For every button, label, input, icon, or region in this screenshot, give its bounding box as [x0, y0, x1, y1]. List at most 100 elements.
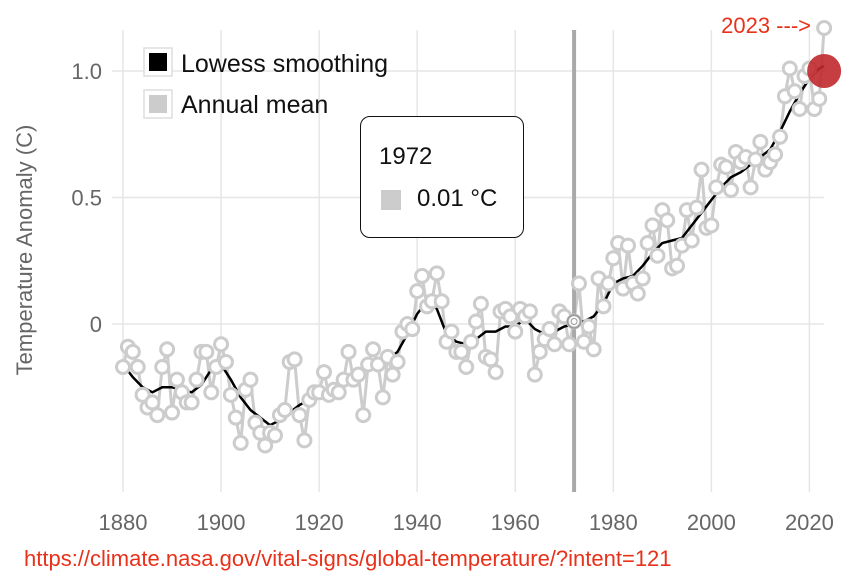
annual-mean-point[interactable]	[183, 394, 200, 411]
annual-mean-point[interactable]	[708, 179, 725, 196]
y-axis-title: Temperature Anomaly (C)	[12, 125, 37, 376]
annual-mean-point[interactable]	[164, 404, 181, 421]
legend-label-lowess: Lowess smoothing	[181, 50, 388, 78]
annual-mean-point[interactable]	[693, 161, 710, 178]
annual-mean-point[interactable]	[188, 371, 205, 388]
annual-mean-point[interactable]	[487, 364, 504, 381]
annual-mean-point[interactable]	[639, 235, 656, 252]
annual-mean-point[interactable]	[154, 359, 171, 376]
annual-mean-point[interactable]	[816, 19, 833, 36]
annual-mean-point[interactable]	[634, 270, 651, 287]
x-tick-label: 1960	[491, 510, 540, 535]
annual-mean-point[interactable]	[683, 232, 700, 249]
annual-mean-point[interactable]	[644, 217, 661, 234]
annual-mean-point[interactable]	[703, 217, 720, 234]
annual-mean-point[interactable]	[649, 247, 666, 264]
annual-mean-point[interactable]	[232, 434, 249, 451]
annual-mean-point[interactable]	[227, 409, 244, 426]
annual-mean-point[interactable]	[286, 351, 303, 368]
annual-mean-point[interactable]	[669, 257, 686, 274]
annual-mean-point[interactable]	[531, 343, 548, 360]
annual-mean-point[interactable]	[747, 151, 764, 168]
annual-mean-point[interactable]	[585, 341, 602, 358]
annual-mean-point[interactable]	[722, 181, 739, 198]
annual-mean-point[interactable]	[443, 323, 460, 340]
annual-mean-point[interactable]	[605, 250, 622, 267]
annual-mean-point[interactable]	[482, 351, 499, 368]
legend-item-annual[interactable]: Annual mean	[143, 89, 328, 119]
annual-mean-point[interactable]	[772, 128, 789, 145]
annual-mean-point[interactable]	[595, 298, 612, 315]
annual-mean-point[interactable]	[217, 353, 234, 370]
annual-mean-point[interactable]	[629, 285, 646, 302]
tooltip-value: 0.01 °C	[417, 185, 498, 212]
annual-mean-point[interactable]	[316, 364, 333, 381]
annual-mean-point[interactable]	[389, 353, 406, 370]
annual-mean-point[interactable]	[428, 265, 445, 282]
highlighted-point[interactable]	[566, 314, 582, 329]
annual-mean-point[interactable]	[791, 100, 808, 117]
annual-mean-point[interactable]	[620, 237, 637, 254]
annual-mean-point[interactable]	[546, 336, 563, 353]
annual-mean-point[interactable]	[811, 90, 828, 107]
annual-mean-point[interactable]	[276, 402, 293, 419]
legend-item-lowess[interactable]: Lowess smoothing	[143, 47, 388, 78]
latest-year-marker[interactable]	[807, 54, 842, 88]
annual-mean-point[interactable]	[786, 83, 803, 100]
annual-mean-point[interactable]	[213, 336, 230, 353]
annual-mean-point[interactable]	[222, 386, 239, 403]
annual-mean-point[interactable]	[521, 303, 538, 320]
x-tick-label: 1920	[295, 510, 344, 535]
annual-mean-point[interactable]	[414, 267, 431, 284]
annual-mean-point[interactable]	[580, 318, 597, 335]
annual-mean-point[interactable]	[384, 366, 401, 383]
annual-mean-point[interactable]	[472, 295, 489, 312]
legend-swatch-annual-fill	[149, 95, 167, 113]
annual-mean-point[interactable]	[355, 407, 372, 424]
annual-mean-point[interactable]	[374, 389, 391, 406]
annual-mean-point[interactable]	[159, 341, 176, 358]
annual-mean-point[interactable]	[659, 212, 676, 229]
annual-mean-point[interactable]	[404, 321, 421, 338]
annual-mean-point[interactable]	[600, 275, 617, 292]
annual-mean-point[interactable]	[561, 336, 578, 353]
y-tick-label: 0	[90, 312, 102, 337]
annual-mean-point[interactable]	[330, 384, 347, 401]
y-tick-label: 0.5	[71, 186, 102, 211]
annual-mean-point[interactable]	[296, 432, 313, 449]
annual-mean-point[interactable]	[767, 146, 784, 163]
annual-mean-point[interactable]	[468, 313, 485, 330]
annual-mean-point[interactable]	[198, 343, 215, 360]
annual-mean-point[interactable]	[526, 366, 543, 383]
annual-mean-point[interactable]	[291, 407, 308, 424]
annual-mean-point[interactable]	[144, 394, 161, 411]
annual-mean-point[interactable]	[463, 333, 480, 350]
source-url[interactable]: https://climate.nasa.gov/vital-signs/glo…	[24, 546, 672, 571]
annual-mean-point[interactable]	[507, 323, 524, 340]
annual-mean-point[interactable]	[570, 275, 587, 292]
annual-mean-point[interactable]	[742, 179, 759, 196]
x-tick-label: 1900	[197, 510, 246, 535]
annual-mean-point[interactable]	[203, 384, 220, 401]
annual-mean-point[interactable]	[124, 343, 141, 360]
annual-mean-point[interactable]	[168, 371, 185, 388]
annual-mean-point[interactable]	[718, 159, 735, 176]
annual-mean-point[interactable]	[781, 60, 798, 77]
x-tick-label: 1940	[393, 510, 442, 535]
annual-mean-point[interactable]	[149, 407, 166, 424]
annual-mean-point[interactable]	[688, 199, 705, 216]
annual-mean-point[interactable]	[340, 343, 357, 360]
annual-mean-point[interactable]	[115, 359, 131, 376]
annual-mean-point[interactable]	[433, 293, 450, 310]
annual-mean-point[interactable]	[129, 359, 146, 376]
annual-mean-point[interactable]	[752, 133, 769, 150]
annual-mean-point[interactable]	[541, 321, 558, 338]
annual-mean-point[interactable]	[266, 427, 283, 444]
hover-tooltip: 1972 0.01 °C	[360, 116, 524, 238]
annual-mean-point[interactable]	[453, 343, 470, 360]
annual-mean-point[interactable]	[409, 283, 426, 300]
annual-mean-point[interactable]	[458, 359, 475, 376]
annual-mean-point[interactable]	[350, 366, 367, 383]
annual-mean-point[interactable]	[365, 341, 382, 358]
annual-mean-point[interactable]	[242, 371, 259, 388]
